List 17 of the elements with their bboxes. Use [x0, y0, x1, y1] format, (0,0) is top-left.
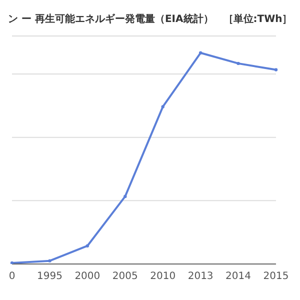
- point: [198, 51, 202, 54]
- point: [48, 259, 52, 262]
- x-tick-label: 2005: [112, 271, 138, 282]
- x-tick-label: 1995: [36, 271, 62, 282]
- x-tick-label: 2015: [263, 271, 289, 282]
- point: [236, 62, 240, 66]
- point: [86, 244, 90, 248]
- point: [124, 194, 127, 198]
- x-tick-label: 0: [8, 271, 16, 282]
- x-tick-label: 2013: [188, 271, 214, 282]
- point: [274, 68, 278, 72]
- point: [161, 105, 164, 108]
- x-tick-label: 2014: [226, 271, 252, 282]
- chart-title: ン ー 再生可能エネルギー発電量（EIA統計） ［単位:TWh］: [8, 12, 292, 27]
- x-tick-label: 2000: [74, 271, 100, 282]
- point: [10, 261, 14, 264]
- x-tick-label: 2010: [150, 271, 176, 282]
